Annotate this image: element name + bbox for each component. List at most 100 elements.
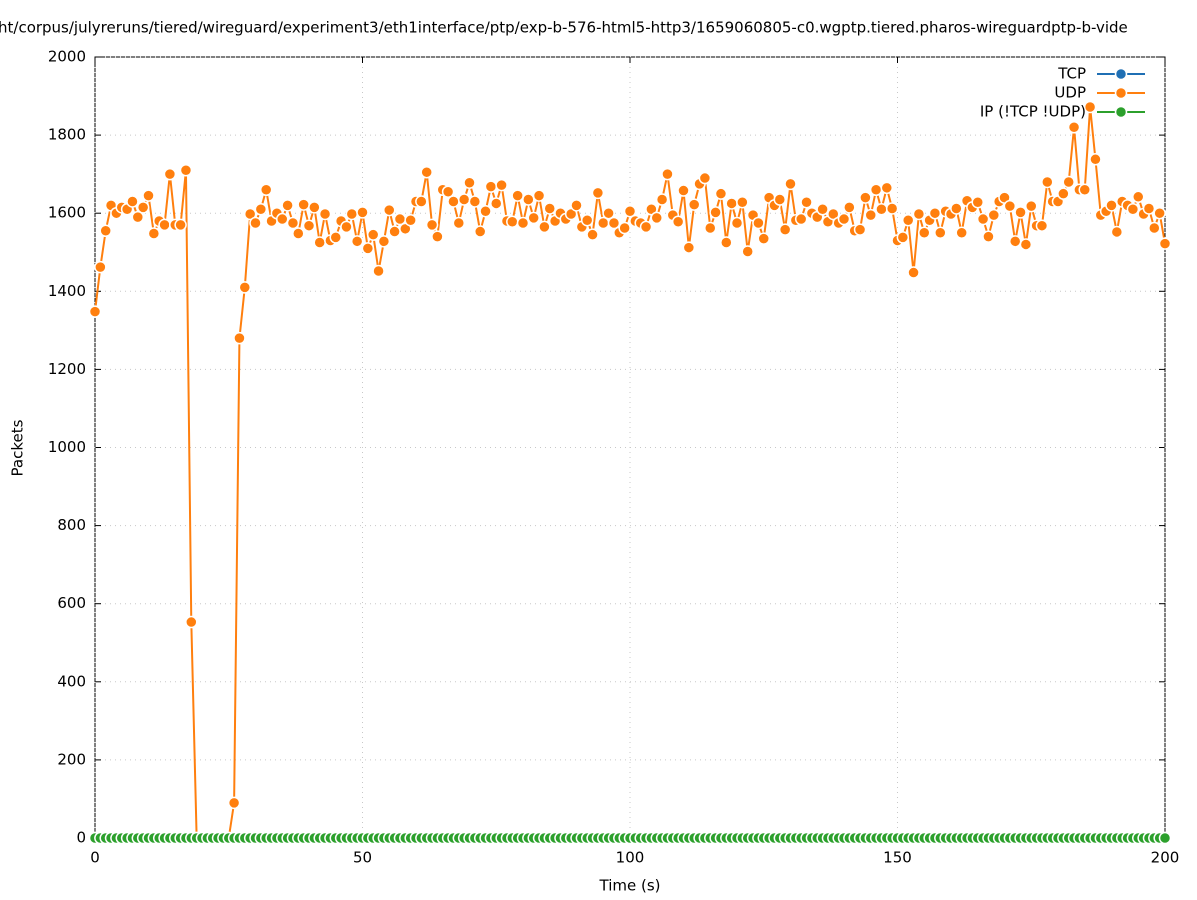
- x-tick-label: 100: [616, 849, 645, 867]
- data-point: [1132, 190, 1145, 204]
- data-point: [457, 193, 471, 206]
- y-tick-label: 600: [57, 594, 86, 612]
- data-point: [1057, 187, 1070, 200]
- y-tick-label: 1800: [48, 126, 86, 144]
- data-point: [602, 206, 615, 220]
- data-point: [901, 213, 915, 227]
- data-point: [1110, 225, 1124, 239]
- data-point: [345, 207, 359, 221]
- y-axis-label: Packets: [9, 419, 27, 476]
- data-point: [741, 245, 754, 258]
- data-point: [687, 198, 701, 211]
- data-point: [179, 163, 193, 177]
- data-point: [955, 226, 968, 239]
- data-point: [431, 230, 444, 243]
- y-tick-label: 2000: [48, 48, 86, 66]
- data-point: [131, 210, 145, 224]
- data-point: [447, 195, 460, 208]
- data-point: [859, 191, 872, 204]
- data-point: [94, 260, 107, 274]
- data-point: [864, 208, 877, 222]
- data-point: [185, 615, 198, 629]
- data-point: [340, 220, 353, 234]
- data-point: [308, 201, 321, 214]
- data-point: [918, 226, 931, 239]
- data-point: [607, 216, 621, 230]
- data-point: [752, 216, 765, 230]
- data-point: [950, 202, 963, 215]
- data-point: [484, 180, 498, 193]
- data-point: [329, 231, 342, 244]
- data-point: [495, 178, 508, 192]
- y-tick-label: 1600: [48, 204, 86, 222]
- data-point: [99, 224, 112, 238]
- data-point: [725, 197, 738, 210]
- legend-label: IP (!TCP !UDP): [980, 103, 1086, 121]
- data-point: [238, 281, 252, 294]
- data-point: [1142, 202, 1156, 215]
- data-point: [276, 212, 289, 226]
- data-point: [516, 216, 530, 230]
- legend-label: UDP: [1054, 84, 1086, 102]
- data-point: [971, 196, 984, 209]
- data-point: [259, 183, 273, 197]
- data-point: [650, 211, 663, 225]
- data-point: [473, 225, 487, 238]
- data-point: [420, 165, 433, 179]
- chart-title: ht/corpus/julyreruns/tiered/wireguard/ex…: [0, 19, 1128, 37]
- data-point: [843, 201, 856, 214]
- data-point: [875, 203, 888, 216]
- data-point: [227, 796, 241, 810]
- y-tick-label: 200: [57, 750, 86, 768]
- data-point: [720, 236, 733, 249]
- data-point: [147, 227, 161, 240]
- data-point: [538, 220, 551, 234]
- data-point: [286, 216, 300, 230]
- data-point: [377, 235, 391, 248]
- data-point: [383, 203, 396, 217]
- data-point: [1078, 183, 1091, 197]
- data-point: [1148, 221, 1161, 235]
- data-point: [623, 204, 637, 218]
- data-point: [366, 228, 380, 241]
- legend-label: TCP: [1057, 65, 1086, 83]
- y-tick-label: 1400: [48, 282, 86, 300]
- data-point: [1019, 238, 1033, 251]
- data-point: [506, 215, 519, 229]
- data-point: [522, 193, 535, 206]
- data-point: [243, 207, 257, 221]
- legend-marker: [1114, 86, 1128, 100]
- x-tick-label: 200: [1151, 849, 1180, 867]
- data-point: [452, 216, 466, 230]
- data-point: [586, 228, 599, 241]
- data-point: [639, 220, 653, 234]
- data-point: [490, 197, 503, 210]
- data-point: [880, 181, 894, 195]
- data-point: [655, 193, 669, 206]
- data-point: [527, 211, 540, 225]
- data-point: [425, 218, 439, 232]
- data-point: [163, 167, 177, 181]
- data-point: [784, 177, 797, 191]
- data-point: [816, 203, 829, 216]
- data-point: [827, 207, 840, 221]
- data-point: [1126, 203, 1140, 216]
- data-point: [671, 215, 685, 229]
- data-point: [570, 199, 583, 212]
- data-point: [479, 204, 492, 218]
- y-tick-label: 1000: [48, 438, 86, 456]
- data-point: [757, 232, 770, 245]
- data-point: [468, 195, 482, 208]
- data-point: [318, 207, 332, 221]
- data-point: [778, 223, 792, 236]
- data-point: [361, 242, 375, 255]
- data-point: [136, 201, 150, 214]
- data-point: [896, 231, 910, 244]
- data-point: [1041, 175, 1054, 189]
- data-point: [837, 212, 851, 226]
- data-point: [730, 216, 744, 230]
- x-tick-label: 50: [353, 849, 372, 867]
- data-point: [292, 227, 305, 240]
- data-point: [580, 213, 594, 227]
- data-point: [249, 216, 262, 230]
